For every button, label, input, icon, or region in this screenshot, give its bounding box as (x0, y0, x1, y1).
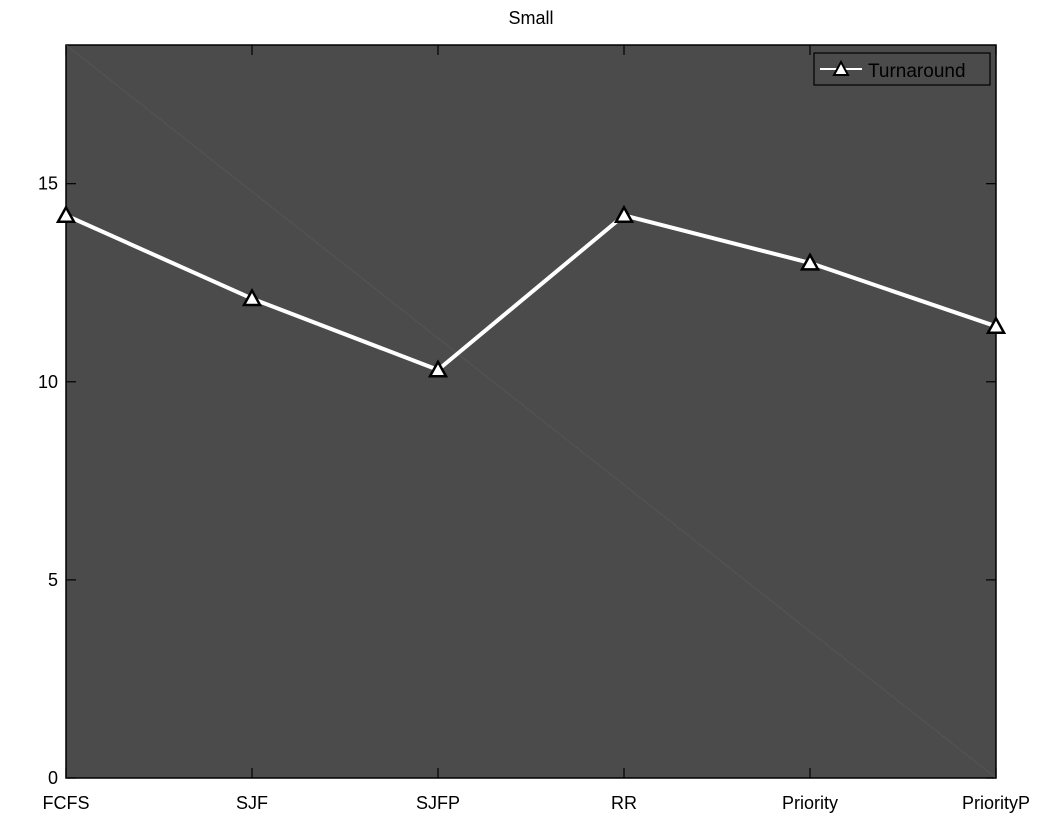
data-point-marker (799, 252, 821, 271)
plot-background-diagonal (65, 44, 997, 779)
data-point-marker (985, 315, 1007, 334)
x-tick-label: SJF (236, 793, 268, 813)
legend-label-turnaround: Turnaround (868, 61, 966, 82)
y-tick-label: 5 (48, 570, 58, 590)
data-point-marker (241, 288, 263, 307)
legend-triangle-marker (832, 59, 850, 76)
y-tick-label: 10 (38, 372, 58, 392)
series-layer (55, 204, 1007, 378)
series-line-turnaround (65, 213, 997, 372)
chart-title: Small (508, 8, 553, 28)
x-tick-label: PriorityP (962, 793, 1030, 813)
x-axis: FCFS SJF SJFP RR Priority PriorityP (43, 45, 1030, 813)
y-tick-label: 0 (48, 768, 58, 788)
y-tick-label: 15 (38, 174, 58, 194)
x-tick-label: Priority (782, 793, 838, 813)
data-point-marker (55, 204, 77, 224)
data-point-marker (613, 204, 635, 224)
data-point-marker (427, 359, 449, 378)
x-tick-label: RR (611, 793, 637, 813)
x-tick-label: SJFP (416, 793, 460, 813)
y-axis: 0 5 10 15 (38, 174, 996, 788)
legend: Turnaround (813, 52, 991, 86)
x-tick-label: FCFS (43, 793, 90, 813)
